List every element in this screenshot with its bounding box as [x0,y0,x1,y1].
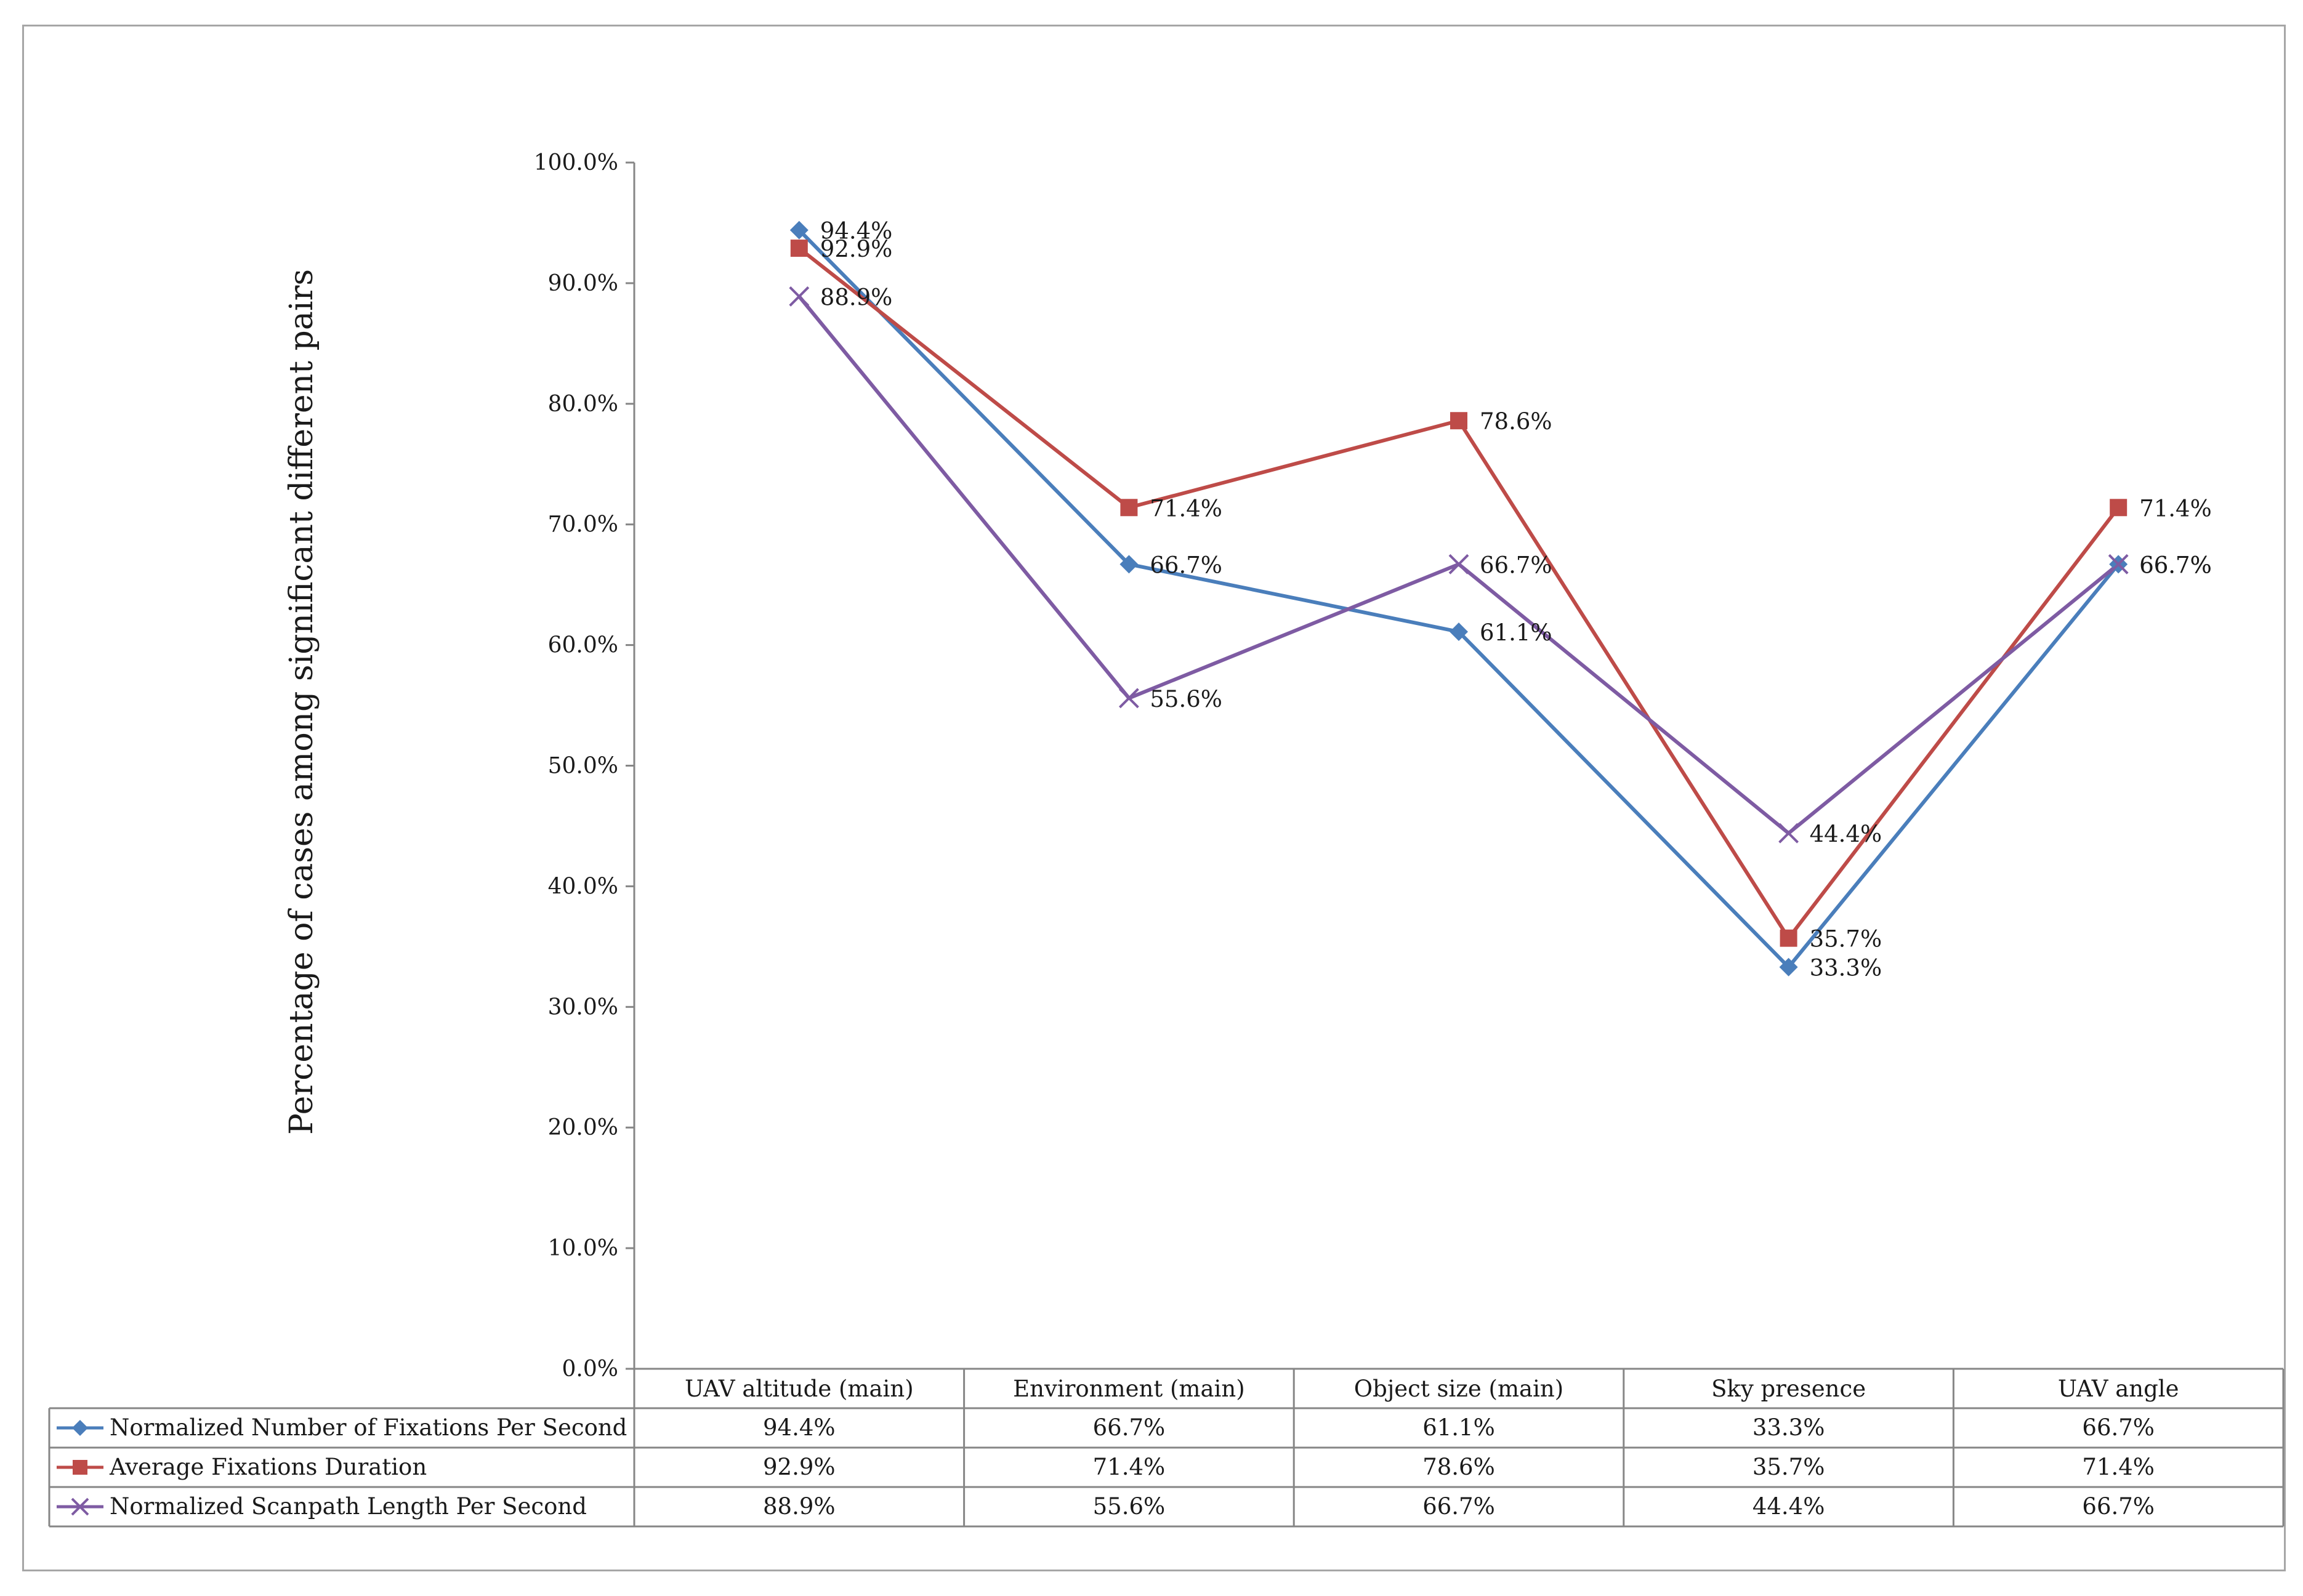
marker-stroke [789,286,810,307]
marker-stroke [1778,823,1799,844]
legend-label: Normalized Scanpath Length Per Second [110,1493,587,1520]
data-labels: 94.4% 66.7% 61.1% 33.3% 66.7% 92.9% 71.4% 78.6%… [820,218,2212,981]
marker-stroke [1118,688,1139,709]
y-tick-label: 40.0% [548,874,618,899]
data-label: 35.7% [1810,926,1882,953]
y-tick-label: 30.0% [548,994,618,1020]
y-tick-label: 20.0% [548,1115,618,1140]
legend-key-marker [71,1497,89,1516]
y-tick-label: 50.0% [548,754,618,779]
table-cell-value: 55.6% [1093,1493,1166,1520]
y-tick-label: 60.0% [548,633,618,658]
data-point [1120,499,1138,517]
data-point [1450,412,1467,430]
data-label: 78.6% [1480,408,1552,435]
data-point [1778,823,1799,844]
y-tick-label: 0.0% [562,1356,618,1382]
data-label: 55.6% [1150,686,1222,712]
table-cell-value: 94.4% [763,1414,836,1441]
category-label: UAV angle [2058,1376,2179,1402]
data-point [1779,957,1798,977]
category-label: Environment (main) [1013,1376,1245,1402]
category-label: UAV altitude (main) [685,1376,914,1402]
series-lines [797,228,2120,969]
series-markers [789,220,2129,977]
data-label: 92.9% [820,236,893,262]
table-cell-value: 71.4% [2082,1454,2155,1480]
data-label: 94.4% [820,218,893,244]
table-cell-value: 35.7% [1752,1454,1825,1480]
data-point [2108,554,2129,574]
legend-key-marker [72,1420,88,1436]
marker-stroke [1448,554,1469,574]
legend-label: Average Fixations Duration [109,1454,427,1480]
y-tick-label: 70.0% [548,512,618,538]
table-cell-value: 66.7% [2082,1493,2155,1520]
data-label: 71.4% [2139,495,2212,522]
data-label: 61.1% [1480,619,1552,646]
data-point [1450,623,1468,642]
table-cell-value: 33.3% [1752,1414,1825,1441]
data-point [790,240,808,257]
table-cell-value: 71.4% [1093,1454,1166,1480]
y-axis-label: Percentage of cases among significant di… [283,269,320,1135]
data-label: 44.4% [1810,821,1882,847]
series-line [797,228,2120,969]
data-label: 33.3% [1810,955,1882,981]
data-label: 66.7% [1480,552,1552,578]
table-cell-value: 61.1% [1422,1414,1495,1441]
axes-group: 0.0% 10.0% 20.0% 30.0% 40.0% 50.0% 60.0% 70.0% 8… [534,150,635,1382]
table-cell-value: 66.7% [1422,1493,1495,1520]
category-label: Sky presence [1711,1376,1866,1402]
legend-key-marker [73,1460,87,1475]
table-cell-value: 92.9% [763,1454,836,1480]
data-point [789,220,809,240]
data-point [1780,929,1797,947]
data-point [1448,554,1469,574]
y-tick-label: 90.0% [548,271,618,296]
data-label: 71.4% [1150,495,1222,522]
legend-label: Normalized Number of Fixations Per Secon… [110,1414,627,1441]
y-tick-label: 80.0% [548,392,618,417]
category-label: Object size (main) [1354,1376,1563,1402]
data-label: 66.7% [2139,552,2212,578]
data-label: 88.9% [820,284,893,310]
y-tick-label: 10.0% [548,1236,618,1261]
data-label: 66.7% [2139,552,2212,578]
marker-stroke [71,1497,89,1516]
marker-stroke [2108,554,2129,574]
chart-frame [22,25,2286,1571]
data-point [1119,555,1139,574]
data-label: 66.7% [1150,552,1222,578]
table-cell-value: 66.7% [1093,1414,1166,1441]
data-point [1118,688,1139,709]
table-cell-value: 88.9% [763,1493,836,1520]
table-cell-value: 66.7% [2082,1414,2155,1441]
data-point [789,286,810,307]
table-cell-value: 78.6% [1422,1454,1495,1480]
table-cell-value: 44.4% [1752,1493,1825,1520]
data-table: UAV altitude (main) Environment (main) Obj… [48,1368,2285,1528]
data-point [2110,499,2128,517]
y-tick-label: 100.0% [534,150,618,175]
series-line [797,246,2120,940]
